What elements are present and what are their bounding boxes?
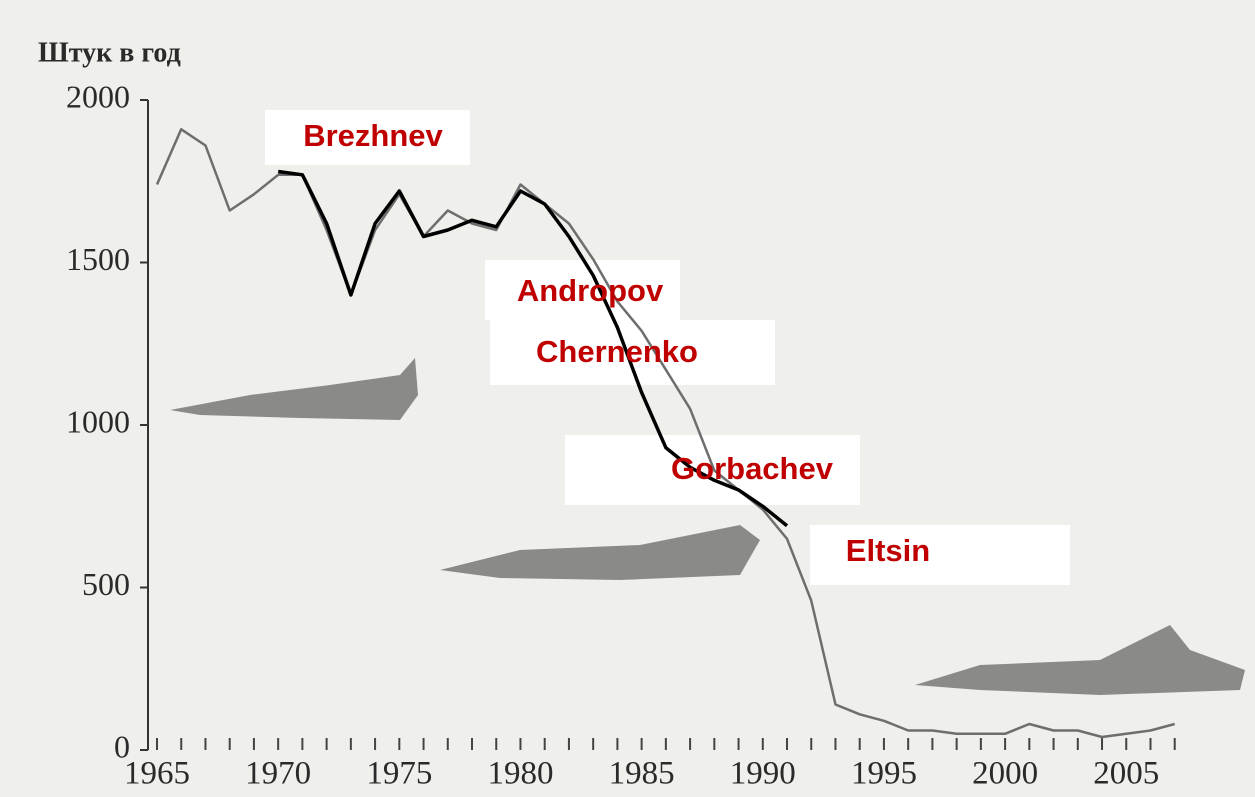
- y-tick-label: 500: [82, 566, 130, 602]
- x-tick-label: 1990: [730, 756, 796, 792]
- x-tick-label: 1965: [124, 756, 190, 792]
- y-tick-label: 1000: [66, 403, 130, 439]
- y-tick-label: 1500: [66, 241, 130, 277]
- annotation: Eltsin: [846, 533, 930, 568]
- x-tick-label: 1975: [366, 756, 432, 792]
- x-tick-label: 1980: [487, 756, 553, 792]
- y-axis-title: Штук в год: [38, 37, 181, 68]
- annotation: Chernenko: [536, 334, 698, 369]
- x-tick-label: 2005: [1093, 756, 1159, 792]
- x-tick-label: 1985: [609, 756, 675, 792]
- annotation: Andropov: [517, 273, 664, 308]
- x-tick-label: 1995: [851, 756, 917, 792]
- chart: Штук в год 05001000150020001965197019751…: [0, 0, 1255, 797]
- x-tick-label: 1970: [245, 756, 311, 792]
- annotation: Gorbachev: [671, 451, 834, 486]
- x-tick-label: 2000: [972, 756, 1038, 792]
- annotation: Brezhnev: [303, 118, 443, 153]
- y-tick-label: 2000: [66, 78, 130, 114]
